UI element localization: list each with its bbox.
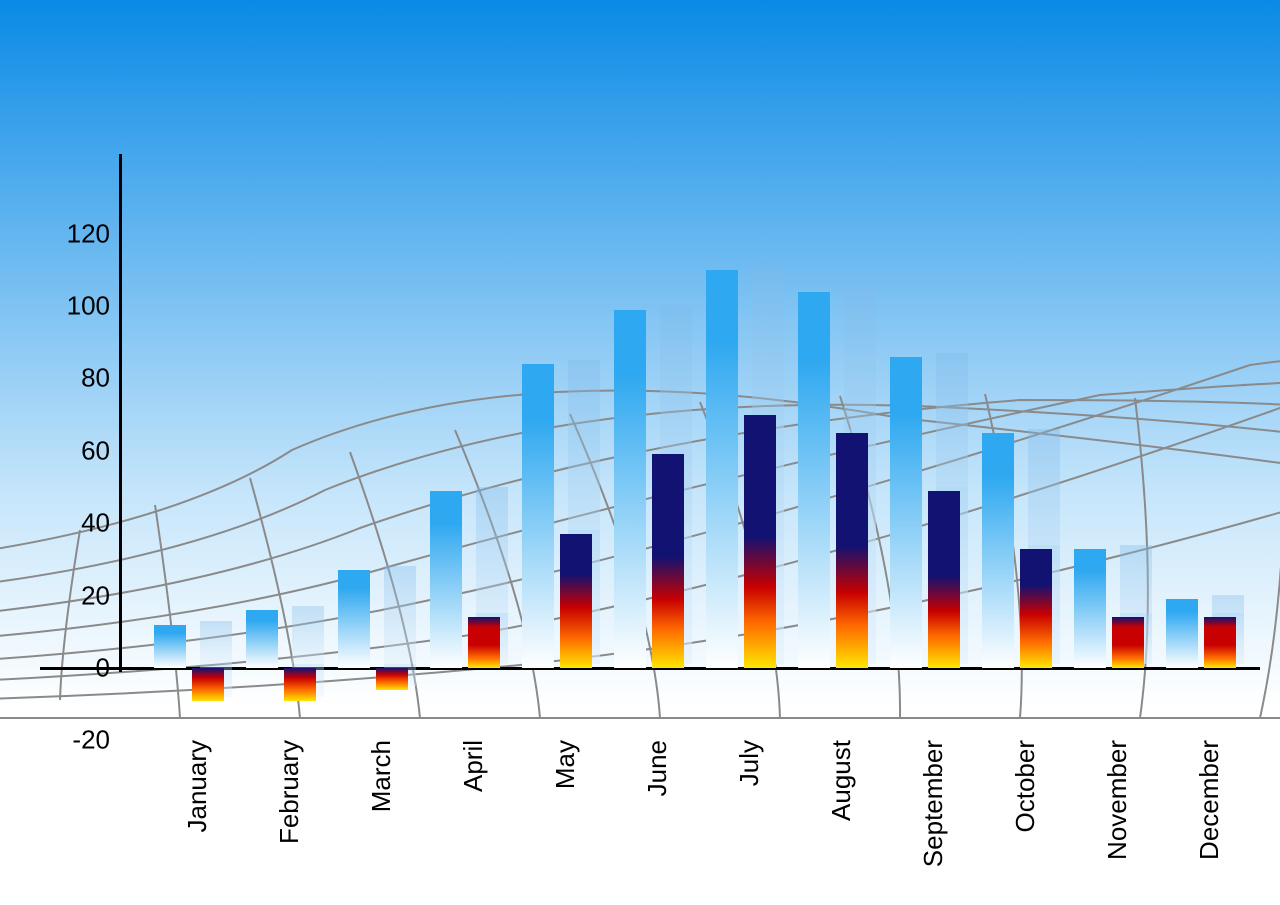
bar bbox=[246, 610, 278, 668]
bar bbox=[522, 364, 554, 668]
bar bbox=[652, 454, 684, 668]
y-axis-line bbox=[119, 154, 122, 672]
monthly-bar-chart: -20 0 20 40 60 80 100 120 January February March A… bbox=[0, 0, 1280, 905]
bar bbox=[338, 570, 370, 668]
y-tick-label: 0 bbox=[30, 653, 110, 684]
bar bbox=[430, 491, 462, 668]
x-axis-label: March bbox=[366, 740, 397, 812]
bar-shadow bbox=[200, 621, 232, 664]
x-axis-label: February bbox=[274, 740, 305, 844]
y-tick-label: 120 bbox=[30, 218, 110, 249]
x-axis-label: October bbox=[1010, 740, 1041, 833]
bar bbox=[560, 534, 592, 668]
bar bbox=[798, 292, 830, 668]
bar bbox=[890, 357, 922, 668]
x-axis-label: August bbox=[826, 740, 857, 821]
bar bbox=[836, 433, 868, 668]
bar bbox=[928, 491, 960, 668]
x-axis-label: June bbox=[642, 740, 673, 796]
y-tick-label: 20 bbox=[30, 580, 110, 611]
bar bbox=[192, 668, 224, 701]
bar bbox=[1166, 599, 1198, 668]
x-axis-label: November bbox=[1102, 740, 1133, 860]
bar bbox=[614, 310, 646, 668]
bar bbox=[376, 668, 408, 690]
x-axis-label: September bbox=[918, 740, 949, 867]
bar bbox=[468, 617, 500, 668]
bar bbox=[1074, 549, 1106, 668]
bar bbox=[706, 270, 738, 668]
bar bbox=[1204, 617, 1236, 668]
y-tick-label: 60 bbox=[30, 435, 110, 466]
x-axis-label: July bbox=[734, 740, 765, 786]
y-tick-label: 80 bbox=[30, 363, 110, 394]
x-axis-label: April bbox=[458, 740, 489, 792]
bar-shadow bbox=[384, 566, 416, 664]
x-axis-label: December bbox=[1194, 740, 1225, 860]
y-tick-label: -20 bbox=[30, 725, 110, 756]
bar-shadow bbox=[292, 606, 324, 664]
y-tick-label: 40 bbox=[30, 508, 110, 539]
bar bbox=[1112, 617, 1144, 668]
x-axis-label: January bbox=[182, 740, 213, 833]
bar bbox=[154, 625, 186, 668]
y-tick-label: 100 bbox=[30, 291, 110, 322]
x-axis-label: May bbox=[550, 740, 581, 789]
bar bbox=[982, 433, 1014, 668]
bar bbox=[744, 415, 776, 668]
bar bbox=[284, 668, 316, 701]
bar bbox=[1020, 549, 1052, 668]
